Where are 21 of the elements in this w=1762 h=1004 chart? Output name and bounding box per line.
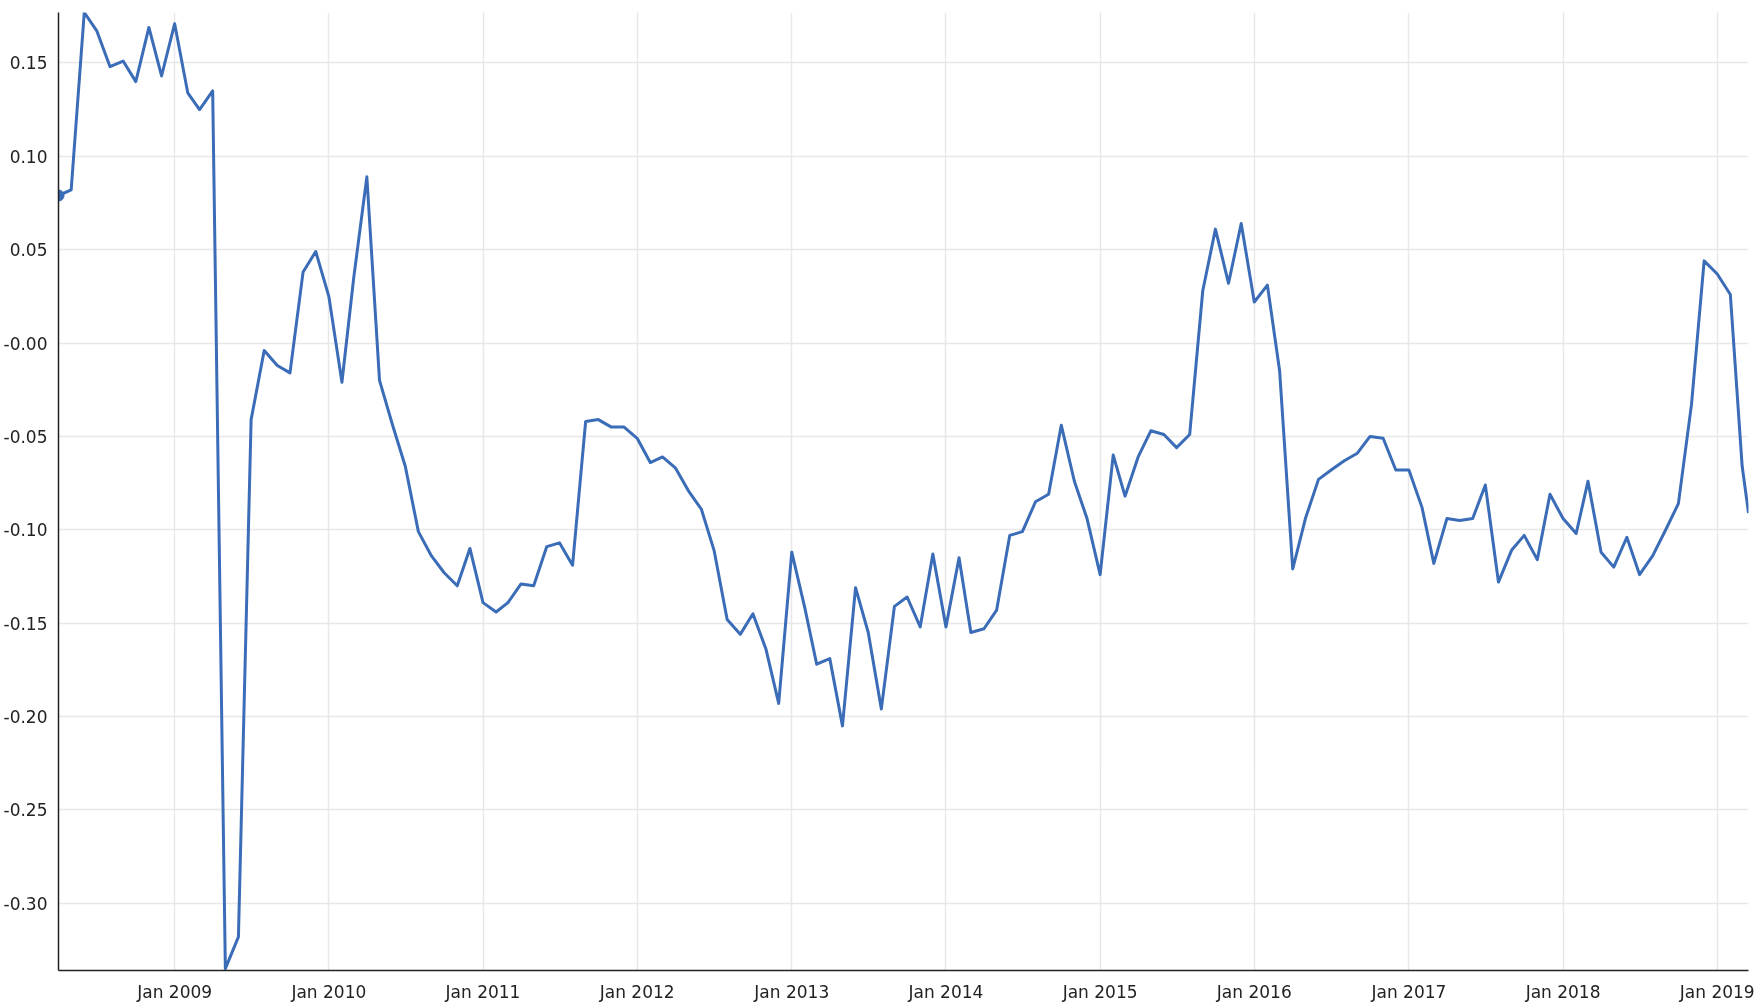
x-tick-label: Jan 2012 <box>598 981 675 1002</box>
x-tick-label: Jan 2013 <box>753 981 830 1002</box>
x-tick-label: Jan 2018 <box>1524 981 1601 1002</box>
y-tick-label: -0.30 <box>3 893 48 914</box>
x-tick-label: Jan 2017 <box>1370 981 1447 1002</box>
x-tick-label: Jan 2011 <box>444 981 521 1002</box>
x-tick-label: Jan 2019 <box>1678 981 1755 1002</box>
x-tick-label: Jan 2010 <box>290 981 367 1002</box>
y-tick-label: -0.25 <box>3 800 48 821</box>
y-tick-label: 0.10 <box>9 146 48 167</box>
x-tick-label: Jan 2015 <box>1061 981 1138 1002</box>
y-tick-label: -0.10 <box>3 520 48 541</box>
y-tick-label: 0.15 <box>9 53 48 74</box>
y-tick-label: -0.05 <box>3 426 48 447</box>
y-tick-label: 0.05 <box>9 240 48 261</box>
x-tick-label: Jan 2016 <box>1215 981 1292 1002</box>
x-tick-label: Jan 2014 <box>907 981 984 1002</box>
y-tick-label: -0.15 <box>3 613 48 634</box>
y-tick-label: -0.20 <box>3 707 48 728</box>
y-tick-label: -0.00 <box>3 333 48 354</box>
x-tick-label: Jan 2009 <box>136 981 213 1002</box>
